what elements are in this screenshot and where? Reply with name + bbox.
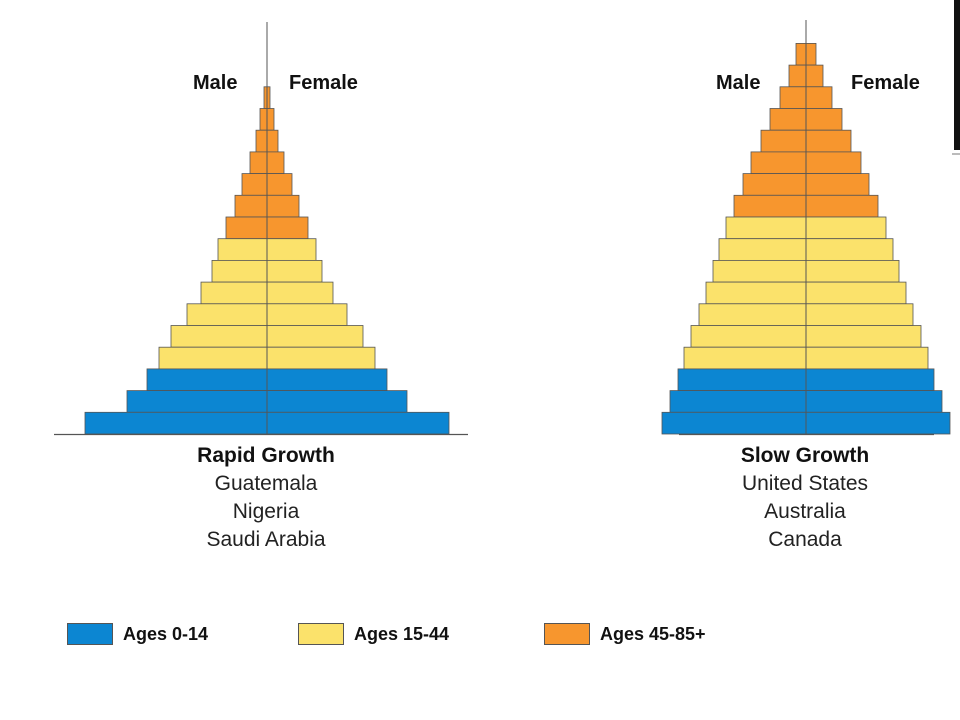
window-edge-bar (954, 0, 960, 150)
bar-right-11 (805, 259, 900, 283)
bar-left-5 (760, 129, 807, 153)
bar-left-13 (698, 303, 807, 326)
bar-left-2 (259, 108, 268, 131)
bar-left-13 (158, 346, 268, 370)
country-guatemala: Guatemala (214, 472, 318, 495)
legend-label-0-14: Ages 0-14 (123, 623, 209, 644)
bar-left-4 (769, 108, 807, 131)
bar-left-9 (725, 216, 807, 240)
window-edge-line (952, 153, 960, 155)
bar-right-10 (266, 281, 334, 305)
bar-right-1 (805, 43, 817, 66)
bar-left-15 (683, 346, 807, 370)
legend-swatch-15-44 (298, 623, 344, 645)
bar-right-16 (266, 411, 450, 435)
bar-right-8 (805, 194, 879, 218)
caption-slow-growth: Slow Growth United States Australia Cana… (655, 442, 955, 554)
title-rapid-growth: Rapid Growth (197, 444, 335, 467)
bar-left-3 (779, 86, 807, 109)
male-label-slow: Male (716, 72, 761, 94)
bar-left-7 (742, 173, 807, 196)
bar-left-4 (249, 151, 268, 174)
legend-ages-0-14: Ages 0-14 (67, 622, 208, 646)
title-slow-growth: Slow Growth (740, 444, 870, 467)
bar-left-12 (170, 325, 268, 348)
bar-left-1 (795, 43, 807, 66)
country-nigeria: Nigeria (232, 500, 300, 523)
bar-left-8 (733, 194, 807, 218)
bar-left-3 (255, 129, 268, 153)
bar-left-18 (661, 411, 807, 435)
bar-right-9 (805, 216, 887, 240)
bar-left-14 (690, 325, 807, 348)
legend-ages-45-85: Ages 45-85+ (544, 622, 706, 646)
legend-label-45-85: Ages 45-85+ (600, 623, 706, 644)
bar-right-2 (266, 108, 275, 131)
bar-left-6 (234, 194, 268, 218)
bar-right-5 (266, 173, 293, 196)
bar-left-7 (225, 216, 268, 240)
bar-left-11 (186, 303, 268, 326)
bar-right-14 (805, 325, 922, 348)
legend-swatch-0-14 (67, 623, 113, 645)
country-australia: Australia (764, 500, 846, 523)
country-united-states: United States (741, 472, 869, 495)
bar-left-16 (677, 368, 807, 391)
bar-right-12 (266, 325, 364, 348)
bar-right-6 (805, 151, 862, 174)
country-canada: Canada (768, 528, 842, 551)
legend-label-15-44: Ages 15-44 (354, 623, 450, 644)
bar-right-18 (805, 411, 951, 435)
bar-left-10 (718, 238, 807, 261)
bar-left-8 (217, 238, 268, 261)
bar-right-12 (805, 281, 907, 305)
bar-right-10 (805, 238, 894, 261)
pyramid-slow-growth (661, 20, 951, 436)
female-label-slow: Female (851, 72, 920, 94)
bar-left-10 (200, 281, 268, 305)
bar-right-13 (266, 346, 376, 370)
bar-right-2 (805, 64, 824, 88)
bar-left-17 (669, 390, 807, 413)
bar-right-8 (266, 238, 317, 261)
bar-right-13 (805, 303, 914, 326)
country-saudi-arabia: Saudi Arabia (206, 528, 326, 551)
legend-swatch-45-85 (544, 623, 590, 645)
caption-rapid-growth: Rapid Growth Guatemala Nigeria Saudi Ara… (116, 442, 416, 554)
bar-right-4 (805, 108, 843, 131)
bar-right-16 (805, 368, 935, 391)
legend-ages-15-44: Ages 15-44 (298, 622, 449, 646)
bar-right-14 (266, 368, 388, 391)
bar-right-5 (805, 129, 852, 153)
bar-right-17 (805, 390, 943, 413)
bar-right-6 (266, 194, 300, 218)
bar-right-15 (266, 390, 408, 413)
bar-left-6 (750, 151, 807, 174)
bar-left-14 (146, 368, 268, 391)
bar-left-11 (712, 259, 807, 283)
bar-right-9 (266, 259, 323, 283)
female-label-rapid: Female (289, 72, 358, 94)
bar-right-3 (266, 129, 279, 153)
male-label-rapid: Male (193, 72, 238, 94)
bar-left-5 (241, 173, 268, 196)
bar-right-3 (805, 86, 833, 109)
bar-right-7 (266, 216, 309, 240)
bar-right-4 (266, 151, 285, 174)
bar-left-15 (126, 390, 268, 413)
bar-left-2 (788, 64, 807, 88)
bar-left-16 (84, 411, 268, 435)
bar-right-11 (266, 303, 348, 326)
bar-right-7 (805, 173, 870, 196)
bar-left-9 (211, 259, 268, 283)
bar-left-12 (705, 281, 807, 305)
bar-right-15 (805, 346, 929, 370)
pyramid-rapid-growth (54, 22, 468, 436)
